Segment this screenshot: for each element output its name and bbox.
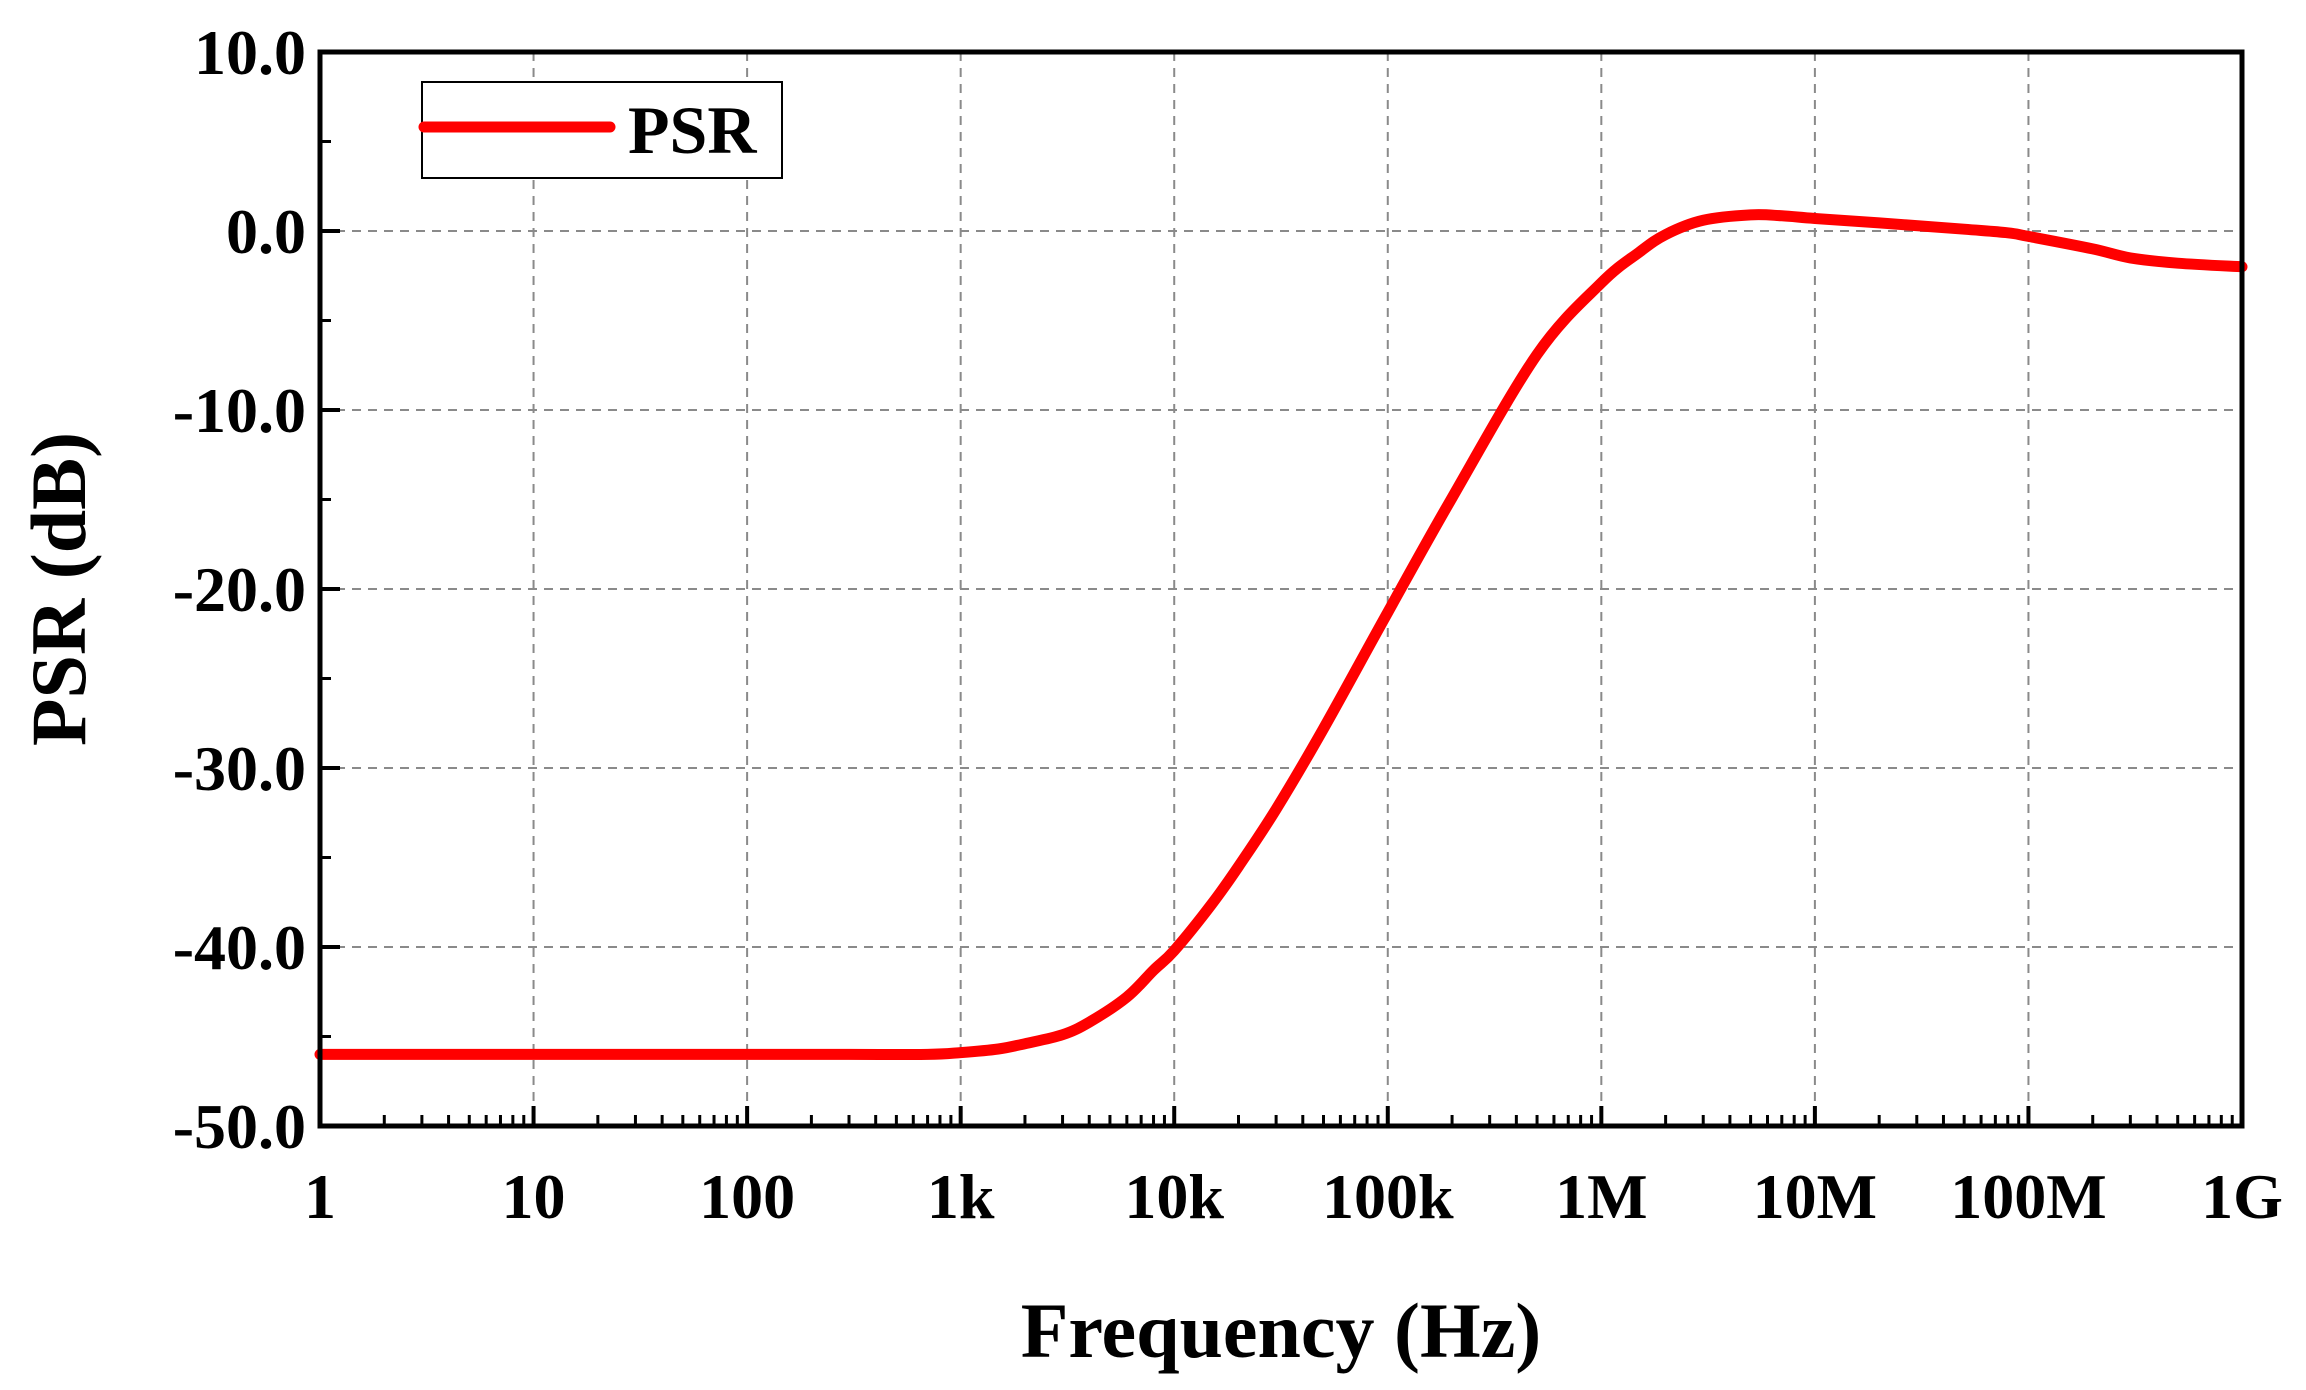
y-tick-label: 10.0 (194, 17, 306, 88)
minor-ticks (320, 140, 2234, 1126)
y-tick-label: -10.0 (173, 375, 306, 446)
y-axis-title: PSR (dB) (15, 432, 102, 746)
x-tick-label: 1 (304, 1161, 336, 1232)
legend: PSR (418, 81, 783, 179)
y-tick-label: -30.0 (173, 733, 306, 804)
y-tick-labels: -50.0 -40.0 -30.0 -20.0 -10.0 0.0 10.0 (173, 17, 306, 1162)
x-tick-label: 100M (1950, 1161, 2106, 1232)
x-tick-label: 1G (2201, 1161, 2283, 1232)
x-axis-title: Frequency (Hz) (1021, 1287, 1542, 1374)
y-tick-label: 0.0 (226, 196, 306, 267)
x-tick-label: 100k (1322, 1161, 1454, 1232)
x-tick-label: 1k (927, 1161, 995, 1232)
x-tick-labels: 1 10 100 1k 10k 100k 1M 10M 100M 1G (304, 1161, 2283, 1232)
grid-layer (320, 52, 2242, 1126)
y-tick-label: -20.0 (173, 554, 306, 625)
y-tick-label: -40.0 (173, 912, 306, 983)
data-layer (314, 209, 2248, 1061)
series-line-psr (314, 209, 2248, 1061)
x-tick-label: 100 (699, 1161, 795, 1232)
plot-frame (317, 49, 2245, 1129)
y-tick-label: -50.0 (173, 1091, 306, 1162)
x-tick-label: 1M (1555, 1161, 1647, 1232)
x-tick-label: 10 (502, 1161, 566, 1232)
x-tick-label: 10M (1753, 1161, 1877, 1232)
x-tick-label: 10k (1124, 1161, 1224, 1232)
legend-label-psr: PSR (628, 92, 757, 168)
